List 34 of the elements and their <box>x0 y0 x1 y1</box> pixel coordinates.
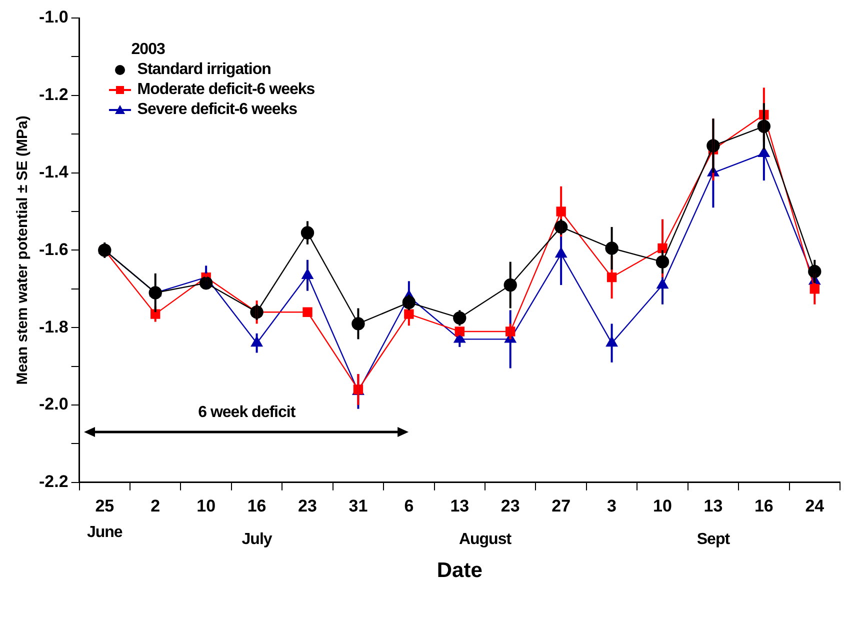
legend-label: Severe deficit-6 weeks <box>137 100 298 120</box>
legend-label: Standard irrigation <box>137 60 271 80</box>
y-tick-label: -2.0 <box>38 394 68 414</box>
y-tick-label: -1.2 <box>38 85 68 104</box>
x-tick-label: 16 <box>754 496 774 516</box>
x-tick-label: 13 <box>704 496 723 516</box>
x-tick-label: 25 <box>95 496 114 516</box>
x-tick-label: 10 <box>196 496 216 516</box>
x-tick-label: 6 <box>404 496 414 516</box>
x-tick-label: 16 <box>247 496 266 516</box>
text: July <box>242 531 272 550</box>
x-tick-label: 13 <box>450 496 470 516</box>
legend-label: Moderate deficit-6 weeks <box>137 80 315 100</box>
x-tick-label: 31 <box>348 496 368 516</box>
x-tick-label: 23 <box>500 496 520 516</box>
x-tick-label: 23 <box>298 496 317 516</box>
legend-title: 2003 <box>131 40 166 60</box>
y-tick-label: -1.8 <box>38 317 68 336</box>
x-axis-title: Date <box>436 559 482 582</box>
x-tick-label: 3 <box>607 496 617 516</box>
text: June <box>86 524 122 542</box>
y-tick-label: -1.4 <box>38 162 69 182</box>
x-tick-label: 10 <box>653 496 672 516</box>
y-tick-label: -1.0 <box>38 8 68 27</box>
x-tick-label: 2 <box>150 496 160 516</box>
y-tick-label: -2.2 <box>38 472 68 492</box>
text: Sept <box>696 531 730 550</box>
y-axis-title: Mean stem water potential ± SE (MPa) <box>14 116 32 385</box>
text: August <box>458 531 512 550</box>
annotation: 6 week deficit <box>198 404 296 422</box>
x-tick-label: 24 <box>805 496 825 516</box>
x-tick-label: 27 <box>552 496 571 516</box>
y-tick-label: -1.6 <box>38 240 68 259</box>
point <box>302 307 312 317</box>
